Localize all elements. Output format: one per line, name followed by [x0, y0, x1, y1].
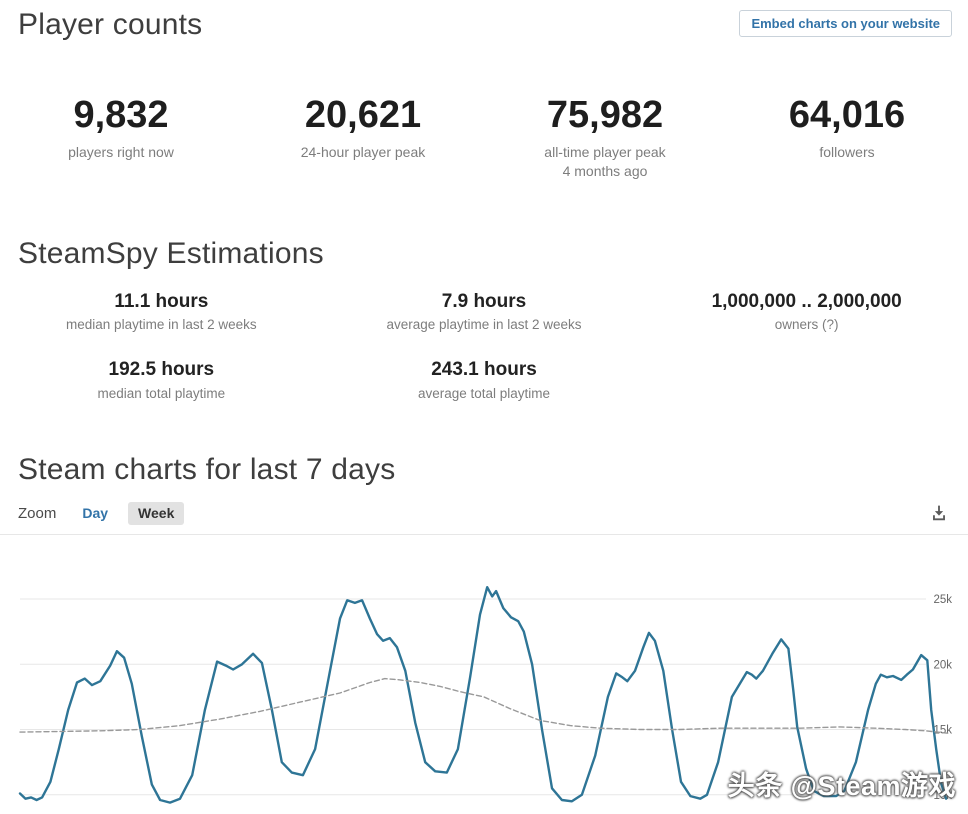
spy-label: average total playtime: [417, 385, 551, 401]
spy-empty-cell: [645, 358, 968, 401]
spy-label: median total playtime: [97, 385, 226, 401]
y-tick-label: 20k: [933, 660, 952, 672]
y-tick-label: 15k: [933, 725, 952, 737]
player-stats-row: 9,832 players right now 20,621 24-hour p…: [0, 93, 968, 182]
stat-alltime-peak: 75,982 all-time player peak 4 months ago: [484, 93, 726, 182]
spy-value: 192.5 hours: [108, 359, 215, 381]
spy-median-total-playtime: 192.5 hours median total playtime: [0, 358, 323, 401]
stat-value: 75,982: [546, 93, 664, 136]
page-title: Player counts: [18, 8, 203, 41]
spy-label: owners (?): [774, 317, 839, 333]
stat-label: followers: [819, 144, 875, 161]
embed-charts-button[interactable]: Embed charts on your website: [739, 10, 952, 37]
spy-average-playtime-2w: 7.9 hours average playtime in last 2 wee…: [323, 290, 646, 333]
stat-24h-peak: 20,621 24-hour player peak: [242, 93, 484, 182]
range-button-day[interactable]: Day: [82, 505, 109, 522]
chart-controls: Zoom Day Week: [0, 501, 968, 525]
chart-canvas[interactable]: 25k 20k 15k 10k: [0, 535, 968, 811]
spy-label: average playtime in last 2 weeks: [386, 317, 582, 333]
download-icon[interactable]: [928, 502, 950, 524]
stat-followers: 64,016 followers: [726, 93, 968, 182]
page-header: Player counts Embed charts on your websi…: [0, 0, 968, 43]
stat-sublabel: 4 months ago: [562, 163, 648, 180]
stat-players-right-now: 9,832 players right now: [0, 93, 242, 182]
spy-owners: 1,000,000 .. 2,000,000 owners (?): [645, 290, 968, 333]
players-line: [18, 586, 948, 805]
steam-charts-title: Steam charts for last 7 days: [18, 452, 396, 486]
range-button-week[interactable]: Week: [128, 502, 185, 525]
spy-label: median playtime in last 2 weeks: [66, 317, 257, 333]
stat-value: 9,832: [73, 93, 169, 136]
spy-value: 11.1 hours: [114, 290, 209, 312]
stat-label: all-time player peak: [544, 144, 666, 161]
spy-median-playtime-2w: 11.1 hours median playtime in last 2 wee…: [0, 290, 323, 333]
zoom-label: Zoom: [18, 504, 57, 522]
steamspy-grid: 11.1 hours median playtime in last 2 wee…: [0, 290, 968, 401]
trend-dashed-line: [19, 678, 951, 735]
stat-value: 64,016: [788, 93, 906, 136]
steam-chart[interactable]: 25k 20k 15k 10k 头条 @Steam游戏: [0, 534, 968, 811]
y-tick-label: 25k: [933, 594, 952, 606]
steamspy-title: SteamSpy Estimations: [18, 237, 324, 271]
spy-value: 243.1 hours: [431, 359, 537, 381]
spy-value: 1,000,000 .. 2,000,000: [711, 290, 902, 312]
stat-value: 20,621: [304, 93, 422, 136]
stat-label: 24-hour player peak: [300, 144, 426, 161]
y-tick-label: 10k: [933, 790, 952, 802]
spy-value: 7.9 hours: [441, 290, 527, 312]
stat-label: players right now: [68, 144, 174, 161]
spy-average-total-playtime: 243.1 hours average total playtime: [323, 358, 646, 401]
